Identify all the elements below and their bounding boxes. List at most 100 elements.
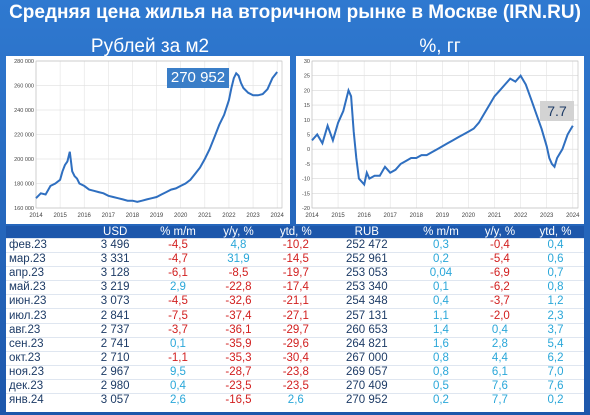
x-tick-label: 2021 — [488, 213, 502, 219]
x-tick-label: 2020 — [462, 213, 476, 219]
table-cell: 252 472 — [324, 237, 410, 253]
column-header: ytd, % — [267, 226, 325, 239]
column-header: y/y, % — [472, 226, 528, 239]
table-cell: 9,5 — [146, 364, 210, 380]
table-body: фев.23 3 496 -4,5 4,8 -10,2 252 472 0,3 -0,4 0,4… — [6, 237, 584, 408]
x-tick-label: 2014 — [305, 213, 319, 219]
table-cell: 0,04 — [409, 266, 473, 281]
table-cell: -37,4 — [209, 308, 268, 324]
table-cell: 0,4 — [472, 322, 528, 338]
table-cell: 31,9 — [209, 252, 268, 267]
column-header: USD — [84, 226, 147, 239]
table-row: фев.23 3 496 -4,5 4,8 -10,2 252 472 0,3 -0,4 0,4 — [6, 237, 584, 253]
yoy-callout-label: 7.7 — [540, 101, 574, 121]
table-cell: 7,6 — [472, 378, 528, 394]
table-cell: 2,6 — [146, 393, 210, 408]
table-cell: 7,0 — [527, 364, 584, 380]
table-cell: -6,9 — [472, 266, 528, 281]
table-cell: 3 057 — [84, 393, 147, 408]
table-cell: 0,7 — [527, 266, 584, 281]
table-row: ноя.23 2 967 9,5 -28,7 -23,8 269 057 0,8 6,1 7,0 — [6, 364, 584, 380]
page-title: Средняя цена жилья на вторичном рынке в … — [9, 2, 581, 23]
yoy-chart-panel: -20 -15 -10 -5 0 5 10 15 20 25 30 2014 2015 2016 2017 2… — [296, 56, 584, 224]
table-cell: 1,4 — [409, 322, 473, 338]
price-line-chart: 160 000 180 000 200 000 220 000 240 000 260 0… — [14, 59, 284, 219]
price-chart-panel: 160 000 180 000 200 000 220 000 240 000 260 0… — [6, 56, 290, 224]
table-cell: -10,2 — [267, 237, 325, 253]
table-row: июн.23 3 073 -4,5 -32,6 -21,1 254 348 0,4 -3,7 1… — [6, 294, 584, 309]
table-cell: -8,5 — [209, 266, 268, 281]
table-cell: 253 053 — [324, 266, 410, 281]
left-chart-subtitle: Рублей за м2 — [90, 36, 210, 57]
table-cell: -28,7 — [209, 364, 268, 380]
table-cell: 0,2 — [527, 393, 584, 408]
table-cell: 2 967 — [84, 364, 147, 380]
table-cell: 0,8 — [409, 350, 473, 366]
table-cell: 3 073 — [84, 294, 147, 309]
y-tick-label: 260 000 — [14, 84, 34, 90]
table-cell: 269 057 — [324, 364, 410, 380]
table-cell: -35,3 — [209, 350, 268, 366]
table-cell: -35,9 — [209, 336, 268, 352]
x-tick-label: 2022 — [514, 213, 528, 219]
table-row: май.23 3 219 2,9 -22,8 -17,4 253 340 0,1 -6,2 0,… — [6, 280, 584, 295]
table-cell: -29,6 — [267, 336, 325, 352]
row-date-cell: сен.23 — [6, 336, 85, 352]
table-cell: 264 821 — [324, 336, 410, 352]
row-date-cell: май.23 — [6, 280, 85, 295]
table-cell: 0,1 — [409, 280, 473, 295]
table-cell: 0,3 — [409, 237, 473, 253]
table-cell: 2,3 — [527, 308, 584, 324]
column-header: RUB — [324, 226, 410, 239]
table-cell: 7,6 — [527, 378, 584, 394]
column-header: ytd, % — [527, 226, 584, 239]
table-cell: 6,2 — [527, 350, 584, 366]
x-tick-label: 2015 — [53, 213, 67, 219]
table-cell: 2 841 — [84, 308, 147, 324]
column-header: % m/m — [146, 226, 210, 239]
x-tick-label: 2017 — [384, 213, 398, 219]
table-cell: 0,8 — [527, 280, 584, 295]
y-tick-label: 30 — [304, 59, 310, 65]
table-cell: 4,4 — [472, 350, 528, 366]
table-cell: -27,1 — [267, 308, 325, 324]
x-tick-label: 2024 — [270, 213, 284, 219]
y-tick-label: 25 — [304, 74, 310, 80]
table-cell: -21,1 — [267, 294, 325, 309]
table-cell: -1,1 — [146, 350, 210, 366]
table-cell: -29,7 — [267, 322, 325, 338]
table-cell: -23,5 — [267, 378, 325, 394]
table-cell: 0,6 — [527, 252, 584, 267]
row-date-cell: дек.23 — [6, 378, 85, 394]
table-cell: -2,0 — [472, 308, 528, 324]
table-cell: -30,4 — [267, 350, 325, 366]
table-cell: -4,5 — [146, 294, 210, 309]
table-cell: 3 219 — [84, 280, 147, 295]
row-date-cell: ноя.23 — [6, 364, 85, 380]
x-tick-label: 2016 — [78, 213, 92, 219]
table-cell: -14,5 — [267, 252, 325, 267]
table-cell: -4,7 — [146, 252, 210, 267]
table-cell: 260 653 — [324, 322, 410, 338]
table-cell: -23,8 — [267, 364, 325, 380]
x-tick-label: 2024 — [566, 213, 580, 219]
column-header: % m/m — [409, 226, 473, 239]
table-cell: 3 331 — [84, 252, 147, 267]
table-cell: -6,2 — [472, 280, 528, 295]
table-cell: 0,2 — [409, 252, 473, 267]
y-tick-label: 180 000 — [14, 182, 34, 188]
table-cell: -3,7 — [472, 294, 528, 309]
x-tick-label: 2018 — [410, 213, 424, 219]
table-cell: 0,5 — [409, 378, 473, 394]
price-callout-label: 270 952 — [167, 68, 229, 88]
y-tick-label: 240 000 — [14, 108, 34, 114]
y-tick-label: 10 — [304, 118, 310, 124]
data-table: USD% m/m y/y, % ytd, % RUB% m/m y/y, % ytd, %… — [6, 226, 584, 412]
y-tick-label: 220 000 — [14, 133, 34, 139]
table-cell: 5,4 — [527, 336, 584, 352]
table-row: янв.24 3 057 2,6 -16,5 2,6 270 952 0,2 7,7 0,2 — [6, 393, 584, 408]
table-cell: 2,8 — [472, 336, 528, 352]
table-cell: 0,4 — [146, 378, 210, 394]
column-header — [6, 226, 85, 239]
row-date-cell: янв.24 — [6, 393, 85, 408]
